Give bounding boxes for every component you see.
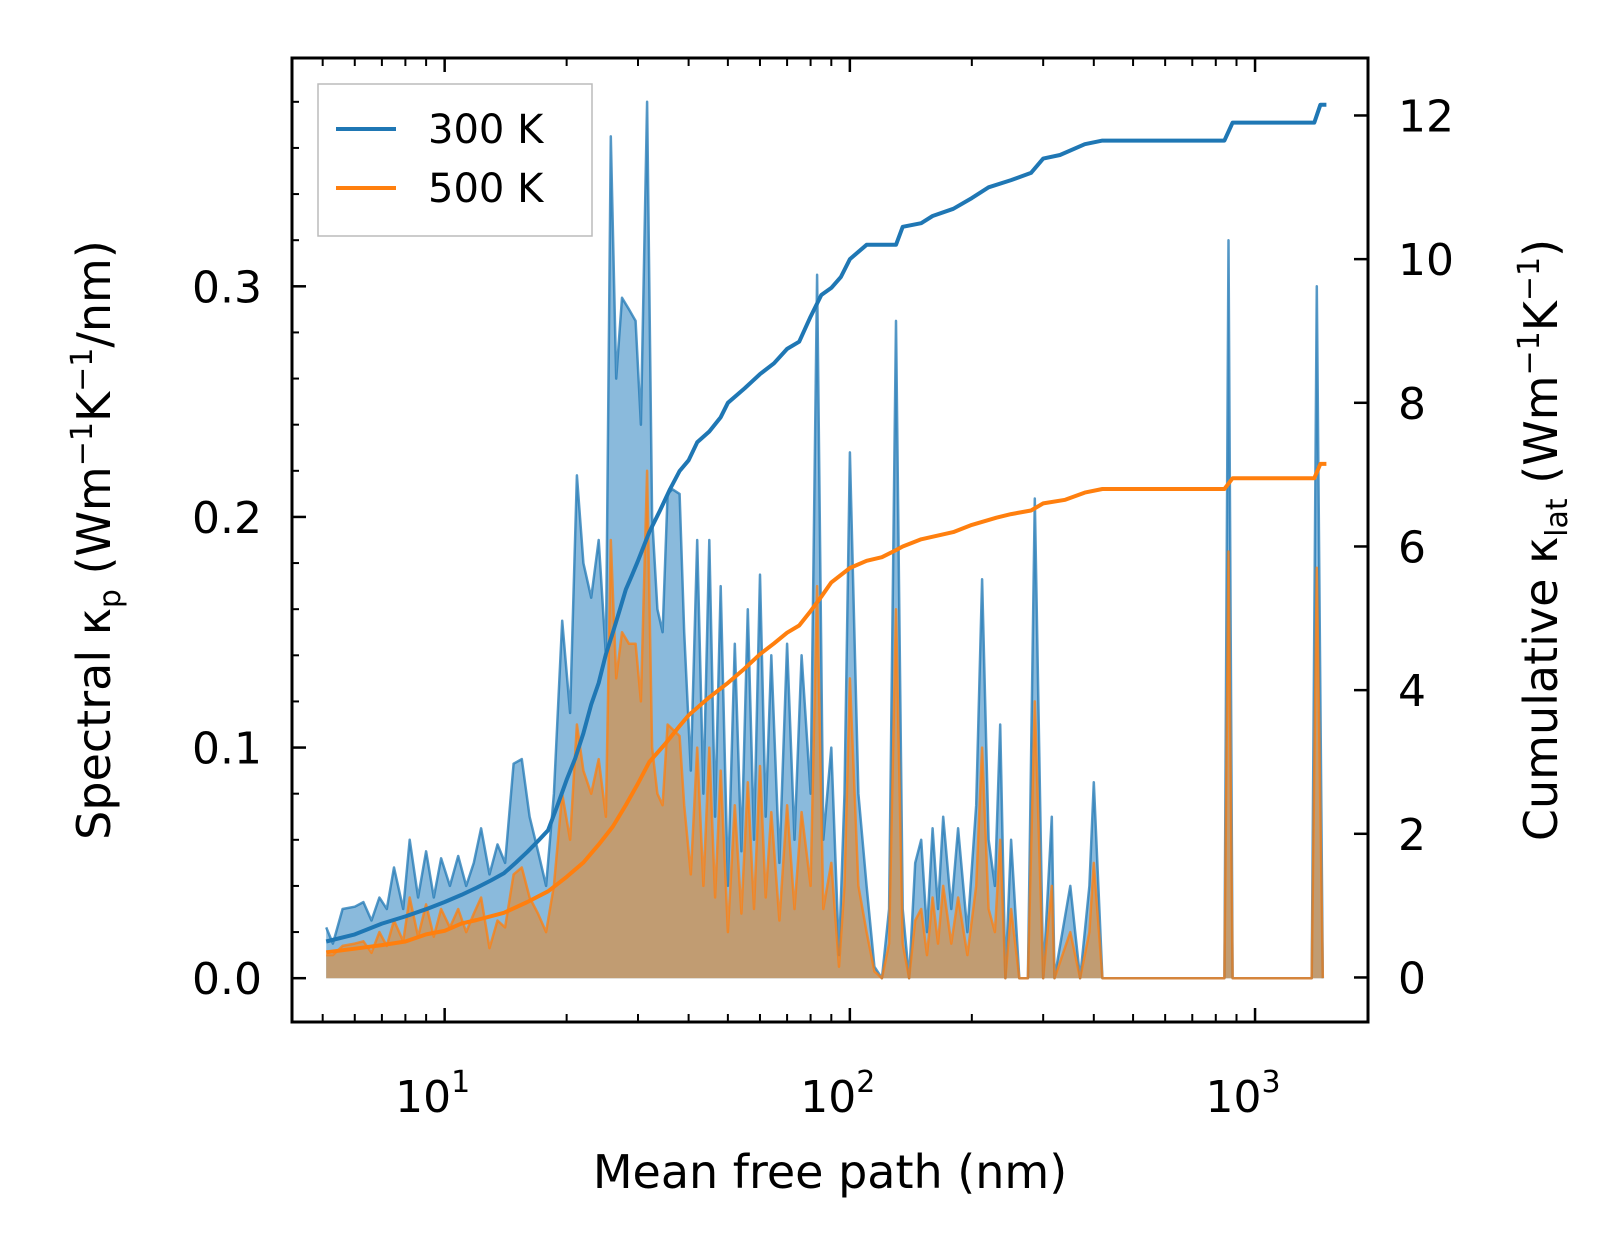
right-y-tick-label: 8 xyxy=(1398,379,1426,430)
spectral-line-500k xyxy=(326,469,1325,980)
x-tick-label: 102 xyxy=(800,1065,875,1123)
right-y-tick-label: 6 xyxy=(1398,522,1426,573)
x-tick-label: 101 xyxy=(395,1065,470,1123)
spectral-lines xyxy=(325,100,1325,980)
right-y-tick-label: 12 xyxy=(1398,91,1454,142)
x-axis-label: Mean free path (nm) xyxy=(593,1145,1067,1199)
spectral-fill-500k xyxy=(326,470,1323,979)
legend-label-500k: 500 K xyxy=(428,166,545,212)
cumulative-line-300k xyxy=(325,102,1327,944)
legend-box xyxy=(317,83,593,237)
spectral-line-300k xyxy=(325,100,1325,980)
right-y-axis-ticks: 0 2 4 6 8 10 12 xyxy=(1354,91,1454,1004)
left-y-tick-label: 0.3 xyxy=(192,262,262,313)
legend-label-300k: 300 K xyxy=(428,107,545,153)
x-axis-ticks: 101 102 103 xyxy=(395,58,1281,1123)
left-y-axis-ticks: 0.0 0.1 0.2 0.3 xyxy=(192,100,306,1005)
cumulative-line-500k xyxy=(325,461,1327,955)
right-y-tick-label: 4 xyxy=(1398,666,1426,717)
right-y-tick-label: 0 xyxy=(1398,953,1426,1004)
plot-frame xyxy=(290,56,1370,1024)
right-y-tick-label: 2 xyxy=(1398,810,1426,861)
right-y-axis-label: Cumulative κlat (Wm−1K−1) xyxy=(1512,239,1575,841)
left-y-tick-label: 0.2 xyxy=(192,493,262,544)
right-y-tick-label: 10 xyxy=(1398,235,1454,286)
x-tick-label: 103 xyxy=(1206,1065,1281,1123)
left-y-tick-label: 0.0 xyxy=(192,954,262,1005)
left-y-tick-label: 0.1 xyxy=(192,724,262,775)
legend: 300 K 500 K xyxy=(317,83,593,237)
left-y-axis-label: Spectral κp (Wm−1K−1/nm) xyxy=(65,240,128,840)
cumulative-lines xyxy=(325,102,1327,955)
